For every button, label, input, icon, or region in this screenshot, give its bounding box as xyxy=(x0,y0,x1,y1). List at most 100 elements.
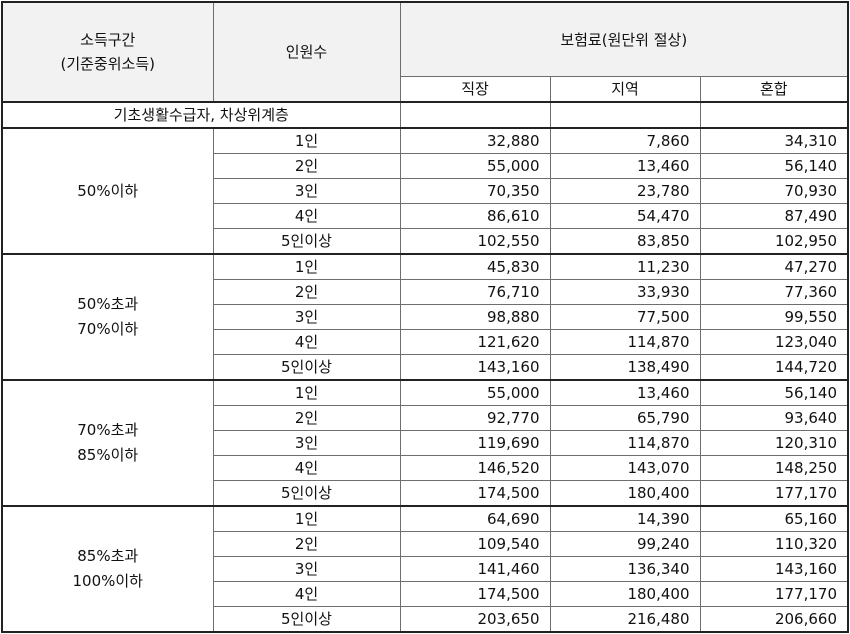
premium-mixed-cell: 93,640 xyxy=(699,405,849,431)
premium-mixed-cell: 56,140 xyxy=(699,153,849,179)
premium-mixed-cell: 99,550 xyxy=(699,304,849,330)
basic-livelihood-workplace xyxy=(399,101,551,129)
persons-cell: 3인 xyxy=(212,304,401,330)
basic-livelihood-regional xyxy=(549,101,701,129)
premium-regional-cell: 143,070 xyxy=(549,455,701,481)
table-row: 5인이상 102,550 83,850 102,950 xyxy=(2,228,849,255)
premium-workplace-cell: 45,830 xyxy=(399,253,551,280)
persons-cell: 4인 xyxy=(212,455,401,481)
table-row: 3인 119,690 114,870 120,310 xyxy=(2,430,849,456)
persons-header: 인원수 xyxy=(212,1,401,103)
table-row: 70%초과 85%이하 1인 55,000 13,460 56,140 xyxy=(1,379,849,507)
table-row: 2인 92,770 65,790 93,640 xyxy=(2,405,849,431)
table-row: 4인 121,620 114,870 123,040 xyxy=(2,329,849,355)
premium-regional-cell: 77,500 xyxy=(549,304,701,330)
premium-regional-cell: 136,340 xyxy=(549,556,701,582)
persons-cell: 5인이상 xyxy=(212,480,401,507)
premium-workplace-cell: 86,610 xyxy=(399,203,551,229)
basic-livelihood-label: 기초생활수급자, 차상위계층 xyxy=(1,101,401,129)
persons-cell: 3인 xyxy=(212,556,401,582)
premium-workplace-cell: 146,520 xyxy=(399,455,551,481)
premium-workplace-cell: 64,690 xyxy=(399,505,551,532)
persons-cell: 1인 xyxy=(212,253,401,280)
premium-mixed-cell: 34,310 xyxy=(699,127,849,154)
premium-workplace-cell: 70,350 xyxy=(399,178,551,204)
persons-cell: 1인 xyxy=(212,379,401,406)
premium-mixed-cell: 148,250 xyxy=(699,455,849,481)
persons-cell: 4인 xyxy=(212,203,401,229)
premium-regional-cell: 13,460 xyxy=(549,379,701,406)
premium-mixed-cell: 77,360 xyxy=(699,279,849,305)
premium-mixed-cell: 123,040 xyxy=(699,329,849,355)
income-group-label-line: 50%초과 xyxy=(77,295,139,313)
premium-mixed-cell: 144,720 xyxy=(699,354,849,381)
table-row: 2인 109,540 99,240 110,320 xyxy=(2,531,849,557)
income-group-label: 50%이하 xyxy=(1,127,214,255)
premium-regional-cell: 23,780 xyxy=(549,178,701,204)
premium-workplace-cell: 174,500 xyxy=(399,581,551,607)
income-group-label-line: 50%이하 xyxy=(77,181,139,200)
persons-cell: 5인이상 xyxy=(212,228,401,255)
basic-livelihood-mixed xyxy=(699,101,849,129)
persons-cell: 2인 xyxy=(212,405,401,431)
table-row: 4인 146,520 143,070 148,250 xyxy=(2,455,849,481)
premium-workplace-cell: 32,880 xyxy=(399,127,551,154)
table-row: 5인이상 203,650 216,480 206,660 xyxy=(2,606,849,633)
persons-cell: 2인 xyxy=(212,153,401,179)
premium-workplace-cell: 98,880 xyxy=(399,304,551,330)
persons-cell: 5인이상 xyxy=(212,354,401,381)
income-group-label-line: 85%초과 xyxy=(77,547,139,565)
income-group-label: 50%초과 70%이하 xyxy=(1,253,214,381)
table-row: 4인 174,500 180,400 177,170 xyxy=(2,581,849,607)
persons-cell: 2인 xyxy=(212,279,401,305)
income-group-label: 85%초과 100%이하 xyxy=(1,505,214,633)
premium-mixed-cell: 102,950 xyxy=(699,228,849,255)
premium-workplace-cell: 143,160 xyxy=(399,354,551,381)
premium-mixed-cell: 56,140 xyxy=(699,379,849,406)
table-row: 85%초과 100%이하 1인 64,690 14,390 65,160 xyxy=(1,505,849,633)
premium-mixed-cell: 143,160 xyxy=(699,556,849,582)
premium-workplace-cell: 92,770 xyxy=(399,405,551,431)
header-row-1: 소득구간 (기준중위소득) 인원수 보험료(원단위 절상) xyxy=(1,1,849,103)
premium-mixed-cell: 110,320 xyxy=(699,531,849,557)
premium-mixed-cell: 177,170 xyxy=(699,480,849,507)
col-header-regional: 지역 xyxy=(549,76,701,103)
income-bracket-header: 소득구간 (기준중위소득) xyxy=(1,1,214,103)
premium-mixed-cell: 120,310 xyxy=(699,430,849,456)
premium-regional-cell: 13,460 xyxy=(549,153,701,179)
premium-regional-cell: 99,240 xyxy=(549,531,701,557)
col-header-mixed: 혼합 xyxy=(699,76,849,103)
premium-mixed-cell: 47,270 xyxy=(699,253,849,280)
persons-cell: 2인 xyxy=(212,531,401,557)
premium-regional-cell: 11,230 xyxy=(549,253,701,280)
premium-regional-cell: 14,390 xyxy=(549,505,701,532)
premium-mixed-cell: 65,160 xyxy=(699,505,849,532)
persons-cell: 4인 xyxy=(212,329,401,355)
premium-regional-cell: 216,480 xyxy=(549,606,701,633)
premium-workplace-cell: 141,460 xyxy=(399,556,551,582)
premium-regional-cell: 114,870 xyxy=(549,329,701,355)
premium-header: 보험료(원단위 절상) xyxy=(399,1,849,77)
table-row: 2인 76,710 33,930 77,360 xyxy=(2,279,849,305)
persons-cell: 3인 xyxy=(212,430,401,456)
premium-regional-cell: 114,870 xyxy=(549,430,701,456)
premium-workplace-cell: 119,690 xyxy=(399,430,551,456)
income-group-label: 70%초과 85%이하 xyxy=(1,379,214,507)
table-row: 4인 86,610 54,470 87,490 xyxy=(2,203,849,229)
premium-mixed-cell: 70,930 xyxy=(699,178,849,204)
table-row: 5인이상 174,500 180,400 177,170 xyxy=(2,480,849,507)
premium-workplace-cell: 174,500 xyxy=(399,480,551,507)
persons-cell: 3인 xyxy=(212,178,401,204)
persons-cell: 5인이상 xyxy=(212,606,401,633)
persons-cell: 1인 xyxy=(212,505,401,532)
premium-mixed-cell: 206,660 xyxy=(699,606,849,633)
table-row: 3인 70,350 23,780 70,930 xyxy=(2,178,849,204)
table-row: 2인 55,000 13,460 56,140 xyxy=(2,153,849,179)
income-group-label-line: 70%이하 xyxy=(77,320,139,338)
premium-regional-cell: 7,860 xyxy=(549,127,701,154)
premium-regional-cell: 83,850 xyxy=(549,228,701,255)
premium-regional-cell: 138,490 xyxy=(549,354,701,381)
basic-livelihood-row: 기초생활수급자, 차상위계층 xyxy=(1,101,849,129)
header-row-2: 직장 지역 혼합 xyxy=(2,76,849,103)
